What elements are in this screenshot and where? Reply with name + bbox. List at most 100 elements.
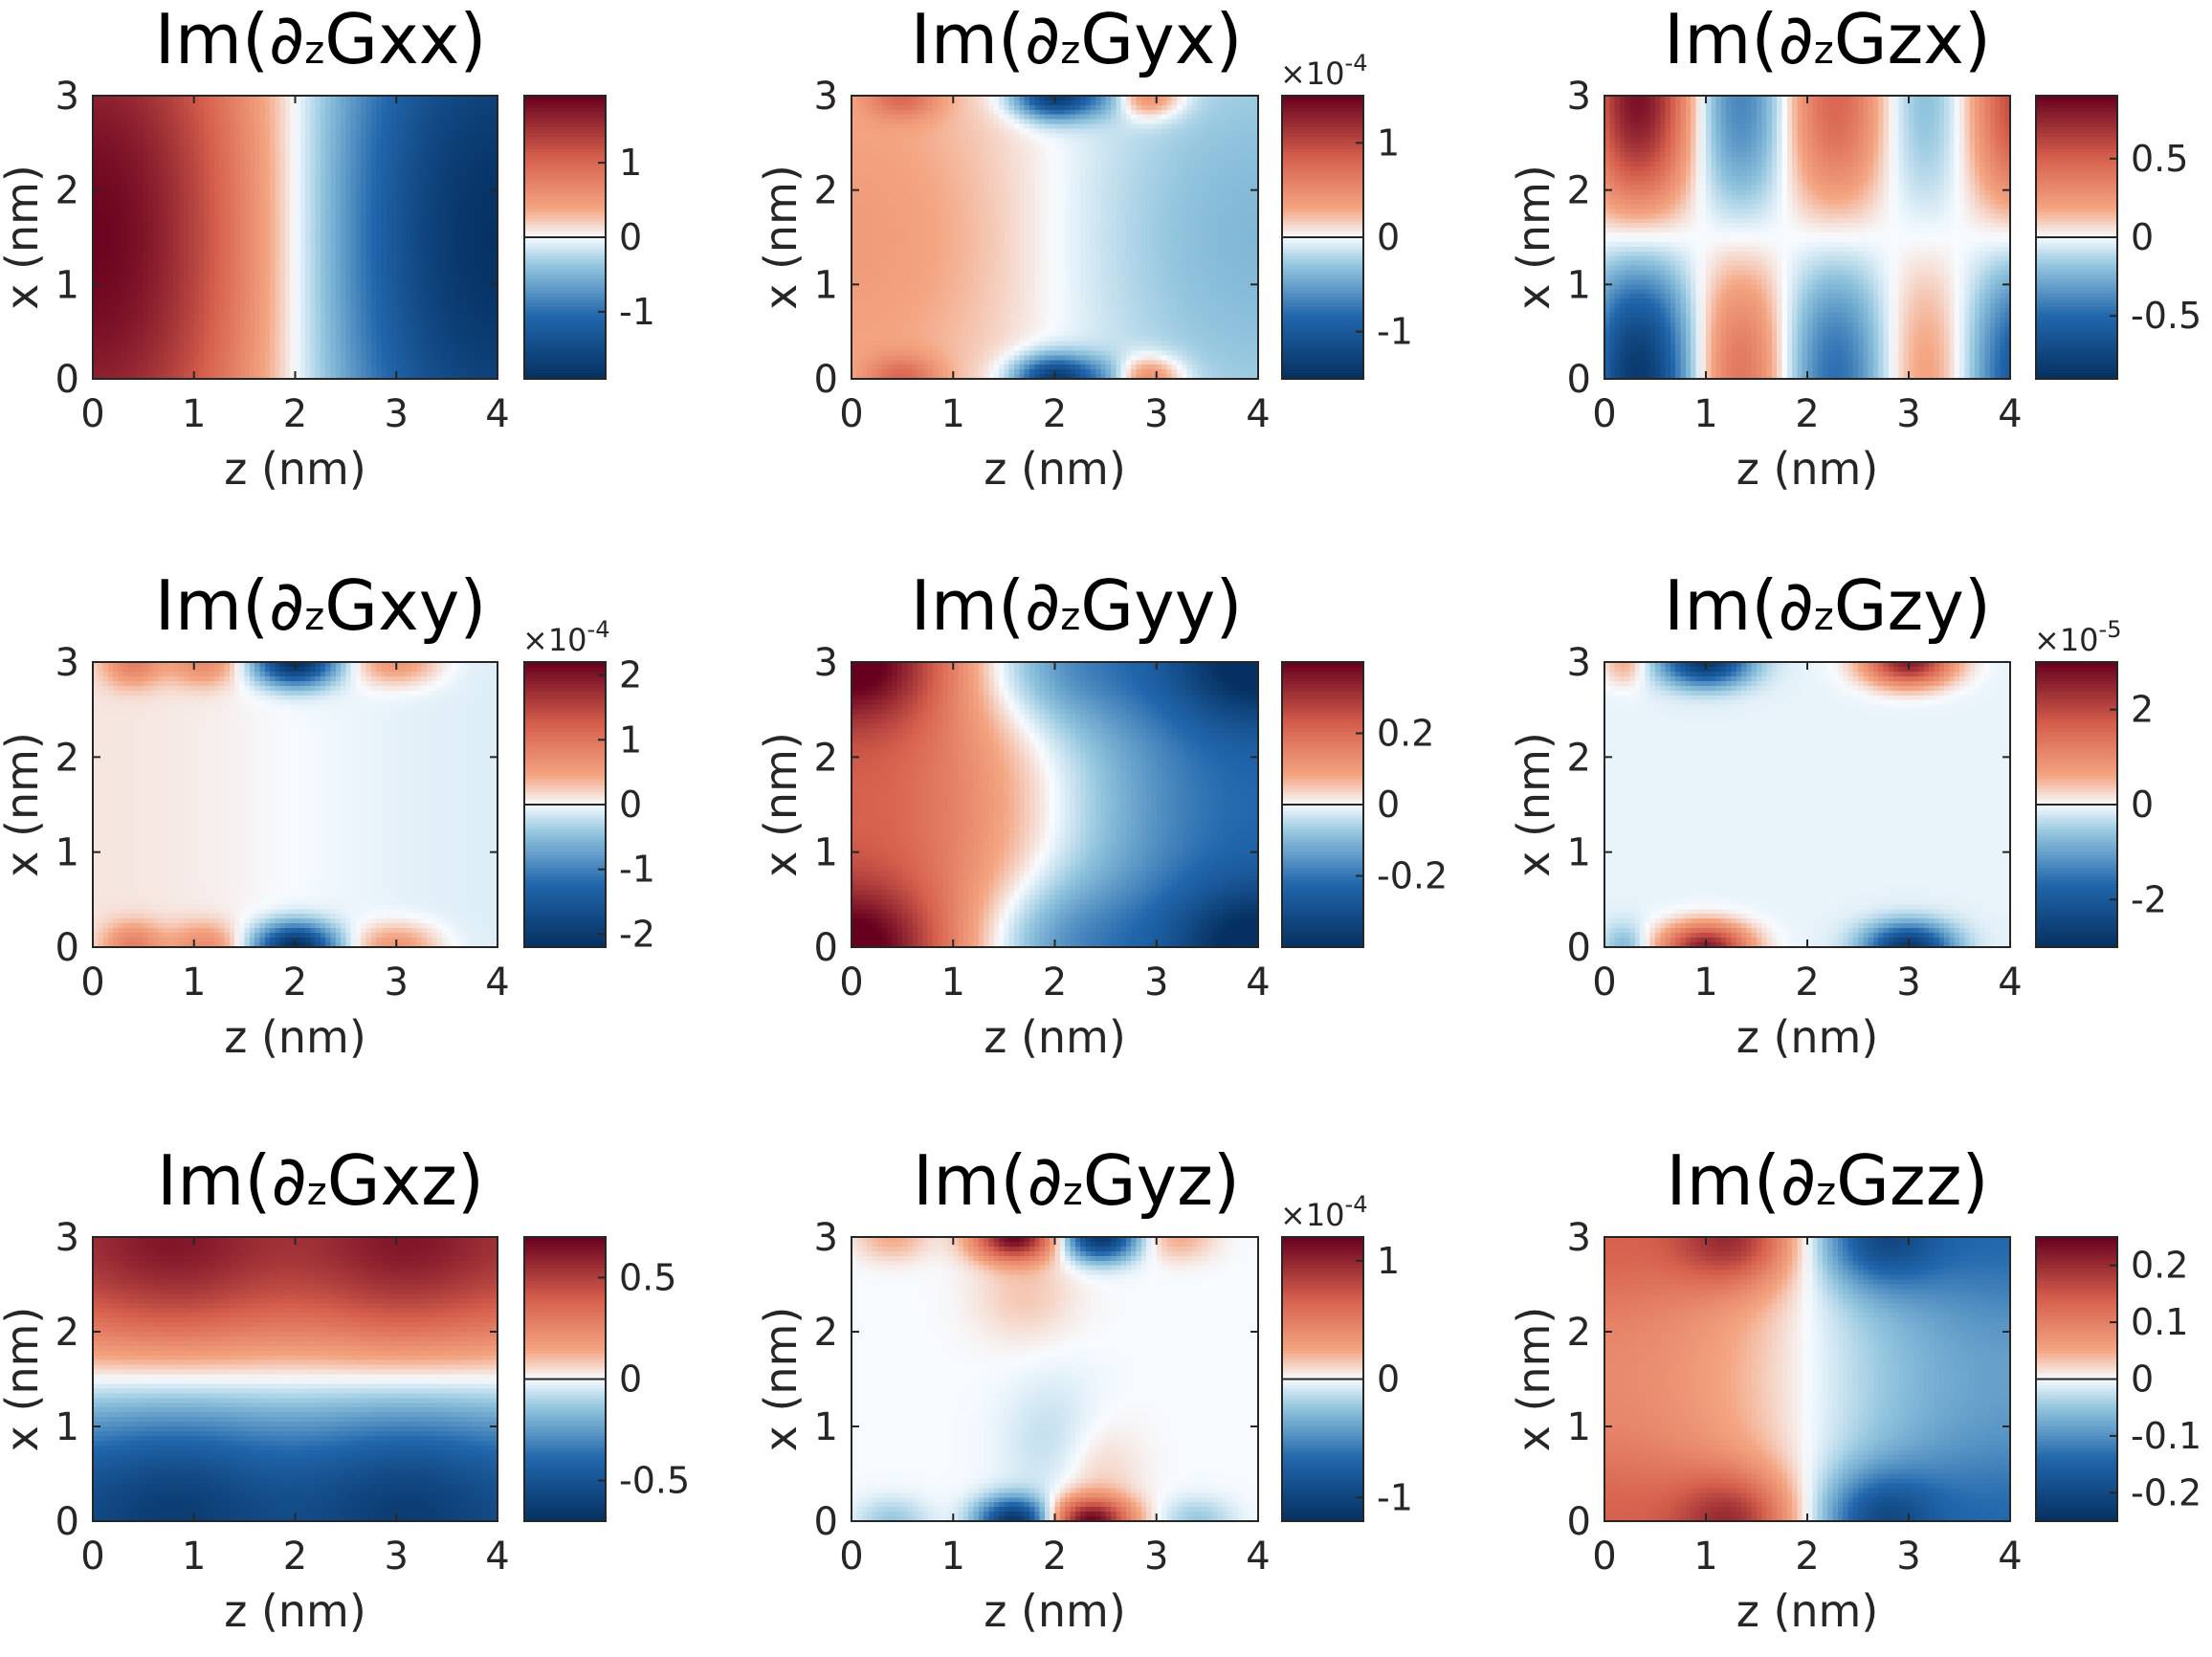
heatmap-cell [133,332,139,338]
figure-grid: Im(∂zGxx)012340123z (nm)x (nm)10-1Im(∂zG… [0,0,2212,1652]
heatmap-cell [159,176,165,182]
heatmap-cell [103,294,109,299]
heatmap-cell [144,318,149,323]
heatmap-cell [153,181,159,187]
heatmap-cell [139,252,144,257]
heatmap-cell [118,252,123,257]
heatmap-cell [108,181,114,187]
heatmap-cell [103,133,109,139]
heatmap-cell [108,152,114,158]
heatmap-cell [103,271,109,276]
heatmap-cell [139,133,144,139]
heatmap-cell [103,266,109,272]
heatmap-cell [148,228,154,233]
heatmap-cell [159,223,165,229]
heatmap-cell [133,261,139,267]
heatmap-cell [113,200,119,206]
heatmap-cell [144,256,149,262]
heatmap-cell [118,247,123,253]
heatmap-cell [159,261,165,267]
heatmap-cell [139,256,144,262]
heatmap-cell [118,228,123,233]
heatmap-cell [103,365,109,370]
heatmap-cell [133,204,139,210]
heatmap-cell [153,228,159,233]
heatmap-cell [139,266,144,272]
heatmap-cell [118,266,123,272]
heatmap-cell [108,237,114,243]
heatmap-cell [108,322,114,328]
heatmap-cell [148,120,154,125]
heatmap-cell [153,110,159,116]
heatmap-cell [113,308,119,314]
heatmap-cell [103,322,109,328]
heatmap-cell [144,345,149,351]
heatmap-cell [159,308,165,314]
heatmap-cell [108,213,114,219]
heatmap-cell [98,294,103,299]
heatmap-cell [103,308,109,314]
heatmap-cell [128,360,134,365]
heatmap-cell [118,195,123,201]
heatmap-cell [123,247,129,253]
heatmap-cell [128,237,134,243]
heatmap-cell [128,369,134,375]
heatmap-cell [118,279,123,285]
heatmap-cell [133,100,139,106]
heatmap-cell [128,181,134,187]
heatmap-cell [98,256,103,262]
heatmap-cell [113,166,119,172]
heatmap-cell [144,228,149,233]
heatmap-cell [139,115,144,121]
heatmap-cell [118,342,123,347]
heatmap-cell [113,223,119,229]
heatmap-cell [148,308,154,314]
heatmap-cell [159,337,165,342]
heatmap-cell [123,228,129,233]
heatmap-cell [118,124,123,130]
heatmap-cell [128,284,134,290]
heatmap-cell [113,110,119,116]
heatmap-cell [113,355,119,361]
heatmap-cell [159,209,165,214]
heatmap-cell [133,279,139,285]
heatmap-cell [113,252,119,257]
heatmap-cell [98,124,103,130]
heatmap-cell [148,105,154,111]
heatmap-cell [103,186,109,191]
heatmap-cell [113,176,119,182]
heatmap-cell [103,360,109,365]
heatmap-cell [144,204,149,210]
heatmap-cell [159,252,165,257]
heatmap-cell [153,355,159,361]
heatmap-cell [159,360,165,365]
heatmap-cell [123,275,129,280]
heatmap-cell [98,157,103,163]
heatmap-cell [148,322,154,328]
heatmap-cell [139,176,144,182]
heatmap-cell [103,350,109,356]
heatmap-cell [148,256,154,262]
heatmap-cell [123,332,129,338]
heatmap-cell [123,342,129,347]
heatmap-cell [113,133,119,139]
heatmap-cell [113,242,119,248]
heatmap-cell [113,100,119,106]
heatmap-cell [98,228,103,233]
heatmap-cell [113,345,119,351]
heatmap-cell [108,247,114,253]
heatmap-cell [108,195,114,201]
heatmap-cell [144,133,149,139]
heatmap-cell [148,332,154,338]
heatmap-cell [139,100,144,106]
heatmap-cell [133,171,139,177]
heatmap-cell [153,350,159,356]
heatmap-cell [98,232,103,238]
heatmap-cell [148,365,154,370]
heatmap-cell [159,322,165,328]
heatmap-cell [103,342,109,347]
heatmap-cell [118,204,123,210]
heatmap-cell [148,369,154,375]
heatmap-cell [113,369,119,375]
heatmap-cell [144,181,149,187]
